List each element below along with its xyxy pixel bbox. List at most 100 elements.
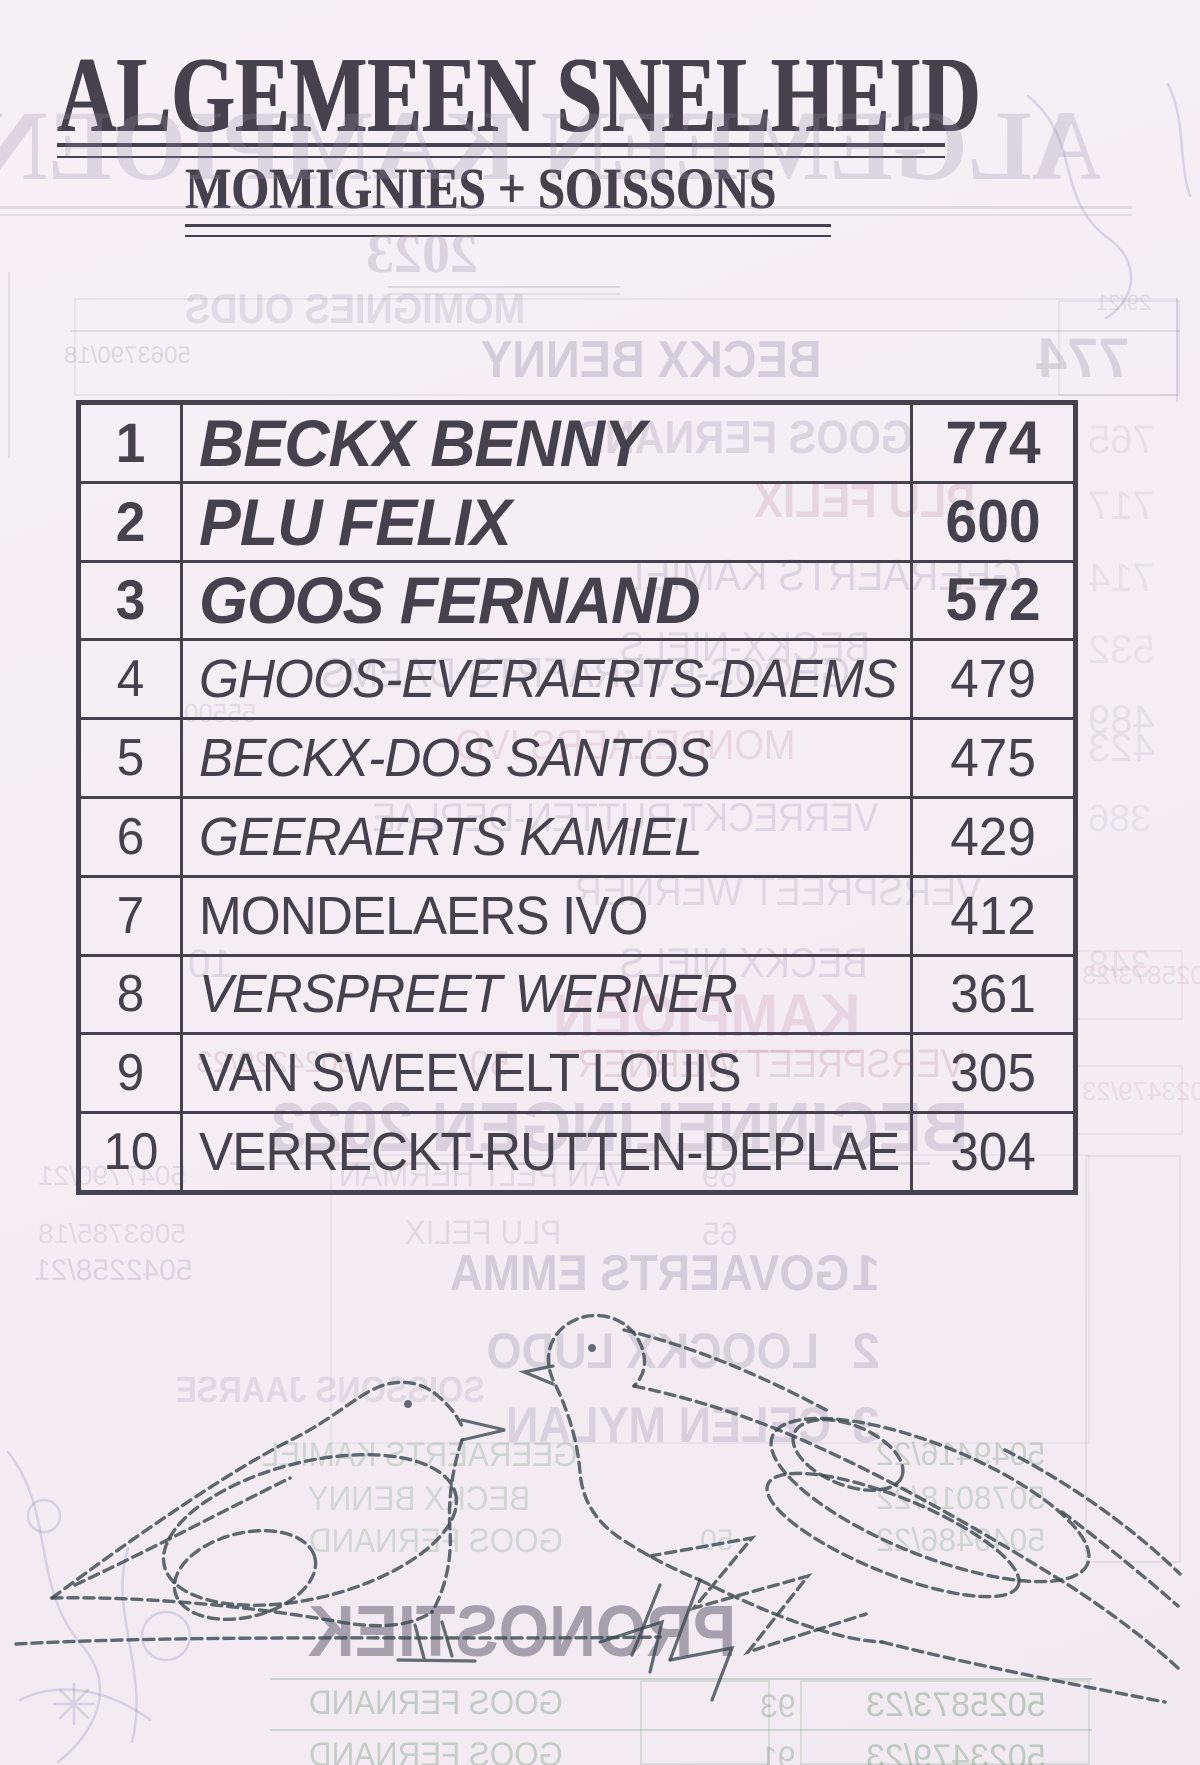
bleed-ghost-text: 423	[1088, 726, 1155, 770]
rank-cell: 5	[81, 720, 183, 796]
points-cell: 305	[910, 1035, 1073, 1112]
name-cell: PLU FELIX	[199, 484, 512, 559]
bleed-ghost-text: BECKX BENNY	[307, 1480, 531, 1518]
points-cell: 774	[910, 405, 1073, 481]
bleed-line	[8, 272, 10, 458]
bleed-ghost-text: 386	[1088, 798, 1152, 840]
table-row: 3 GOOS FERNAND 572	[81, 559, 1073, 639]
name-cell: GOOS FERNAND	[199, 563, 701, 638]
bleed-ghost-text: 93	[760, 1688, 796, 1724]
left-pigeon	[50, 1380, 506, 1663]
name-cell: VERSPREET WERNER	[199, 964, 738, 1025]
bleed-ghost-text: 532	[1088, 628, 1155, 672]
right-pigeon	[518, 1313, 1182, 1704]
rank-cell: 2	[81, 483, 183, 560]
bleed-box	[1075, 1065, 1183, 1135]
bleed-ghost-text: 5063790/18	[64, 342, 191, 369]
bleed-ghost-text: 5063785/18	[38, 1218, 186, 1249]
rank-cell: 4	[81, 641, 183, 718]
rank-cell: 3	[81, 562, 183, 639]
bleed-box	[800, 1680, 1090, 1765]
bleed-line	[70, 330, 1180, 332]
ink-squiggle	[1026, 82, 1192, 320]
bleed-ghost-text: 91	[760, 1740, 796, 1765]
table-row: 1 BECKX BENNY 774	[81, 405, 1073, 481]
bleed-box	[330, 1154, 1090, 1444]
rank-cell: 6	[81, 798, 183, 875]
bleed-ghost-text: 65	[702, 1216, 738, 1252]
bleed-ghost-text: CELEN MYLAN	[506, 1397, 832, 1453]
bleed-line	[388, 293, 620, 295]
bleed-line	[388, 286, 620, 288]
bleed-ghost-text: 714	[1088, 556, 1155, 600]
page-title: ALGEMEEN SNELHEID	[57, 36, 981, 155]
table-row: 2 PLU FELIX 600	[81, 480, 1073, 560]
title-underline	[57, 143, 945, 158]
bleed-ghost-text: 5049486/22	[876, 1522, 1046, 1558]
bleed-ghost-text: 2	[852, 1323, 880, 1379]
bleed-ghost-text: 50	[700, 1524, 734, 1557]
bleed-ghost-text: GOOS FERNAND	[309, 1736, 563, 1765]
bleed-ghost-text: MOMIGNIES OUDS	[184, 285, 526, 332]
points-cell: 479	[910, 641, 1073, 718]
points-cell: 475	[910, 720, 1073, 796]
table-row: 6 GEERAERTS KAMIEL 429	[81, 795, 1073, 875]
name-cell: GEERAERTS KAMIEL	[199, 806, 703, 867]
points-cell: 429	[910, 798, 1073, 875]
table-row: 9 VAN SWEEVELT LOUIS 305	[81, 1032, 1073, 1112]
bleed-ghost-text: 3	[852, 1397, 880, 1453]
bleed-box	[74, 298, 1178, 396]
bleed-ghost-text: 5078018/22	[876, 1480, 1046, 1516]
bleed-ghost-text: 5023479/23	[1082, 1076, 1200, 1106]
flower-sketch	[6, 1450, 192, 1764]
name-cell: BECKX BENNY	[199, 405, 646, 480]
bleed-ghost-text: 774	[1036, 326, 1130, 389]
table-row: 7 MONDELAERS IVO 412	[81, 874, 1073, 954]
rank-cell: 9	[81, 1035, 183, 1112]
bleed-ghost-text: LOOCKX LUDO	[486, 1323, 819, 1379]
bleed-ghost-text: 1	[852, 1245, 880, 1301]
bleed-ghost-text: 489	[1088, 698, 1155, 742]
bleed-box	[1075, 950, 1183, 1020]
subtitle-underline	[185, 224, 831, 237]
name-cell: GHOOS-EVERAERTS-DAEMS	[199, 649, 897, 710]
bleed-ghost-text: 765	[1088, 418, 1155, 462]
points-cell: 304	[910, 1114, 1073, 1190]
points-cell: 412	[910, 877, 1073, 954]
table-row: 4 GHOOS-EVERAERTS-DAEMS 479	[81, 638, 1073, 718]
bleed-ghost-text: 29/21	[1096, 290, 1152, 315]
bleed-line	[270, 1729, 1092, 1731]
bleed-ghost-text: SOISSONS JAARSE	[175, 1369, 485, 1410]
rank-cell: 7	[81, 877, 183, 954]
bleed-ghost-text: PLU FELIX	[404, 1214, 562, 1252]
bleed-box	[640, 1680, 770, 1765]
bleed-box	[1085, 1155, 1181, 1563]
bleed-line	[1176, 298, 1178, 402]
bleed-ghost-text: BECKX BENNY	[480, 331, 822, 389]
bleed-ghost-text: 5049416/22	[876, 1436, 1046, 1472]
table-row: 10 VERRECKT-RUTTEN-DEPLAE 304	[81, 1111, 1073, 1190]
name-cell: BECKX-DOS SANTOS	[199, 728, 711, 789]
bleed-ghost-text: GEERAERTS KAMIEL	[261, 1436, 578, 1474]
bleed-ghost-text: 5025873/23	[866, 1686, 1046, 1724]
name-cell: VERRECKT-RUTTEN-DEPLAE	[199, 1122, 900, 1183]
bleed-ghost-text: 348	[1088, 944, 1152, 986]
bleed-ghost-text: 717	[1088, 484, 1155, 528]
ground-line	[14, 1635, 662, 1646]
bleed-ghost-text: PRONOSTIEK	[307, 1592, 737, 1672]
rank-cell: 8	[81, 956, 183, 1033]
bleed-box	[1058, 300, 1180, 396]
name-cell: VAN SWEEVELT LOUIS	[199, 1043, 742, 1104]
bleed-ghost-text: GOOS FERNAND	[309, 1522, 563, 1560]
bleed-ghost-text: 5042258/21	[34, 1254, 193, 1287]
rank-cell: 1	[81, 405, 183, 481]
points-cell: 600	[910, 483, 1073, 560]
name-cell: MONDELAERS IVO	[199, 885, 648, 946]
bleed-line	[270, 1678, 1092, 1680]
bleed-ghost-text: 5023479/23	[866, 1738, 1046, 1765]
standings-table: 1 BECKX BENNY 774 2 PLU FELIX 600 3 GOOS…	[76, 400, 1078, 1195]
rank-cell: 10	[81, 1114, 183, 1190]
bleed-ghost-text: GOVAERTS EMMA	[450, 1245, 850, 1301]
points-cell: 572	[910, 562, 1073, 639]
